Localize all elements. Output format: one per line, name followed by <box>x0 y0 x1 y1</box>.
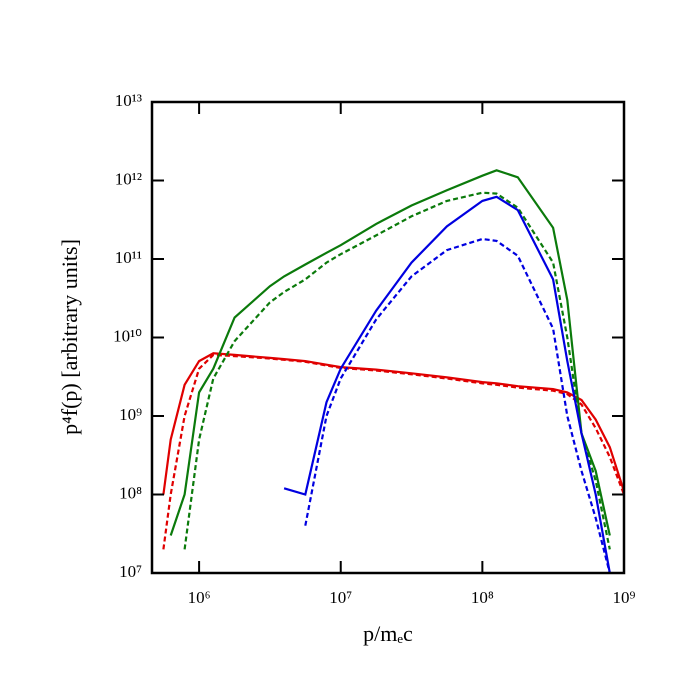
data-line <box>183 191 611 550</box>
y-tick-label: 10¹³ <box>115 91 142 110</box>
data-line <box>169 169 611 536</box>
data-line <box>304 237 611 573</box>
x-tick-label: 10⁸ <box>471 588 494 607</box>
y-tick-label: 10¹¹ <box>115 248 142 267</box>
y-tick-label: 10⁹ <box>119 405 142 424</box>
x-axis-label: p/mₑc <box>363 621 413 646</box>
data-line <box>162 352 624 495</box>
data-line <box>283 195 611 573</box>
x-tick-label: 10⁹ <box>613 588 636 607</box>
y-tick-label: 10¹⁰ <box>113 326 142 345</box>
y-tick-label: 10⁷ <box>119 562 142 581</box>
x-tick-label: 10⁶ <box>188 588 211 607</box>
data-line <box>162 353 624 550</box>
y-tick-label: 10¹² <box>115 169 142 188</box>
x-tick-label: 10⁷ <box>329 588 352 607</box>
y-tick-label: 10⁸ <box>119 483 142 502</box>
y-axis-label: p⁴f(p) [arbitrary units] <box>57 239 82 435</box>
plot-frame <box>150 100 626 575</box>
